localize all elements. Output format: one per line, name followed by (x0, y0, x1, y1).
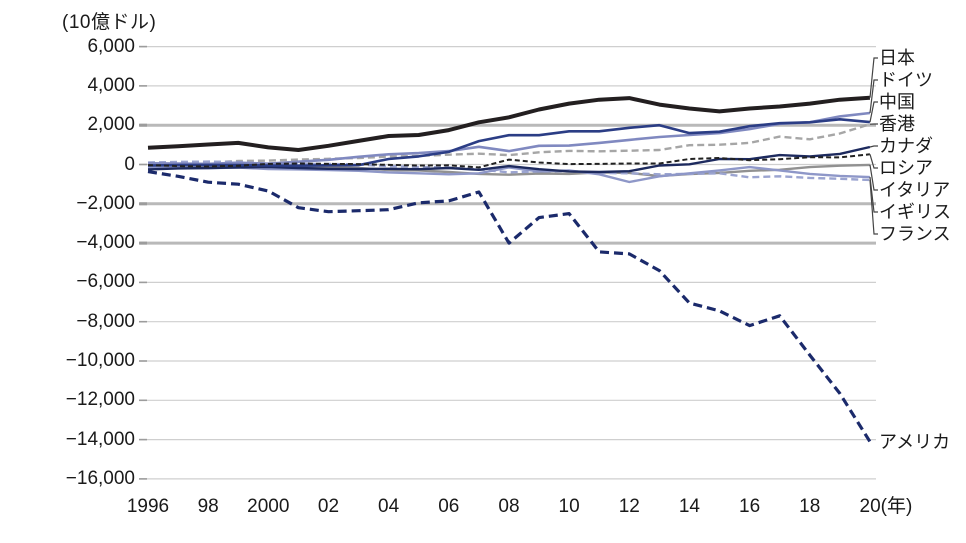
series-line-germany (147, 111, 871, 166)
x-axis-tick-label: 16 (739, 496, 761, 517)
axis-unit-label: (10億ドル) (62, 12, 157, 33)
leader-line-germany (869, 79, 878, 114)
legend-label-russia: ロシア (879, 158, 933, 178)
legend-label-hongkong: 香港 (879, 114, 915, 134)
leader-line-japan (869, 57, 878, 98)
y-axis-tick-label: 4,000 (87, 74, 135, 96)
x-axis-tick-label: 98 (197, 496, 219, 517)
x-axis-tick-label: 18 (799, 496, 821, 517)
legend-label-canada: カナダ (879, 136, 933, 156)
leader-line-france (869, 179, 878, 235)
x-axis-tick-label: 06 (438, 496, 460, 517)
x-axis-tick-label: 14 (678, 496, 701, 517)
x-axis-tick-label: 12 (618, 496, 640, 517)
legend-label-germany: ドイツ (879, 70, 933, 90)
legend-label-japan: 日本 (879, 48, 915, 68)
series-line-russia (147, 153, 871, 169)
leader-line-uk (869, 177, 878, 213)
y-axis-tick-label: −4,000 (76, 232, 135, 254)
leader-line-canada (869, 145, 878, 148)
legend-label-china: 中国 (879, 92, 915, 112)
y-axis-tick-label: −12,000 (65, 389, 135, 411)
x-axis-tick-label: 10 (558, 496, 580, 517)
x-axis-tick-label: 04 (378, 496, 400, 517)
legend-label-uk: イギリス (879, 202, 951, 222)
series-line-uk (147, 165, 870, 184)
legend-label-france: フランス (879, 224, 951, 244)
x-axis-tick-label: 1996 (126, 496, 170, 517)
y-axis-tick-label: −2,000 (76, 192, 135, 214)
x-axis-tick-label: 08 (498, 496, 520, 517)
x-axis-tick-label: 02 (317, 496, 340, 517)
x-axis-tick-label: 2000 (247, 496, 290, 517)
y-axis-tick-label: −6,000 (76, 271, 135, 293)
legend-label-italy: イタリア (879, 180, 951, 200)
y-axis-tick-label: 2,000 (87, 114, 135, 136)
y-axis-tick-label: −10,000 (65, 350, 135, 371)
y-axis-tick-label: −8,000 (76, 310, 135, 332)
leader-line-russia (869, 154, 878, 169)
y-axis-tick-label: −14,000 (65, 428, 135, 450)
y-axis-tick-label: 0 (124, 153, 135, 175)
legend-label-usa: アメリカ (879, 431, 951, 452)
x-axis-tick-label: 20(年) (859, 496, 913, 517)
leader-line-italy (869, 164, 878, 191)
series-line-japan (147, 95, 871, 152)
y-axis-tick-label: 6,000 (87, 35, 135, 57)
series-line-china (147, 118, 871, 167)
y-axis-tick-label: −16,000 (65, 467, 135, 489)
series-line-usa (147, 170, 872, 443)
leader-line-china (869, 101, 878, 123)
